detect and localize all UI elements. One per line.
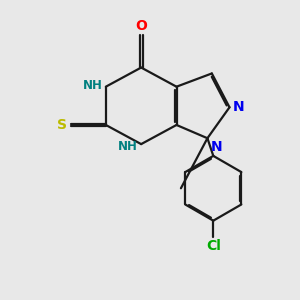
Text: Cl: Cl bbox=[206, 239, 221, 253]
Text: NH: NH bbox=[82, 79, 102, 92]
Text: NH: NH bbox=[118, 140, 138, 153]
Text: O: O bbox=[135, 19, 147, 33]
Text: S: S bbox=[57, 118, 67, 132]
Text: N: N bbox=[233, 100, 245, 114]
Text: N: N bbox=[211, 140, 223, 154]
